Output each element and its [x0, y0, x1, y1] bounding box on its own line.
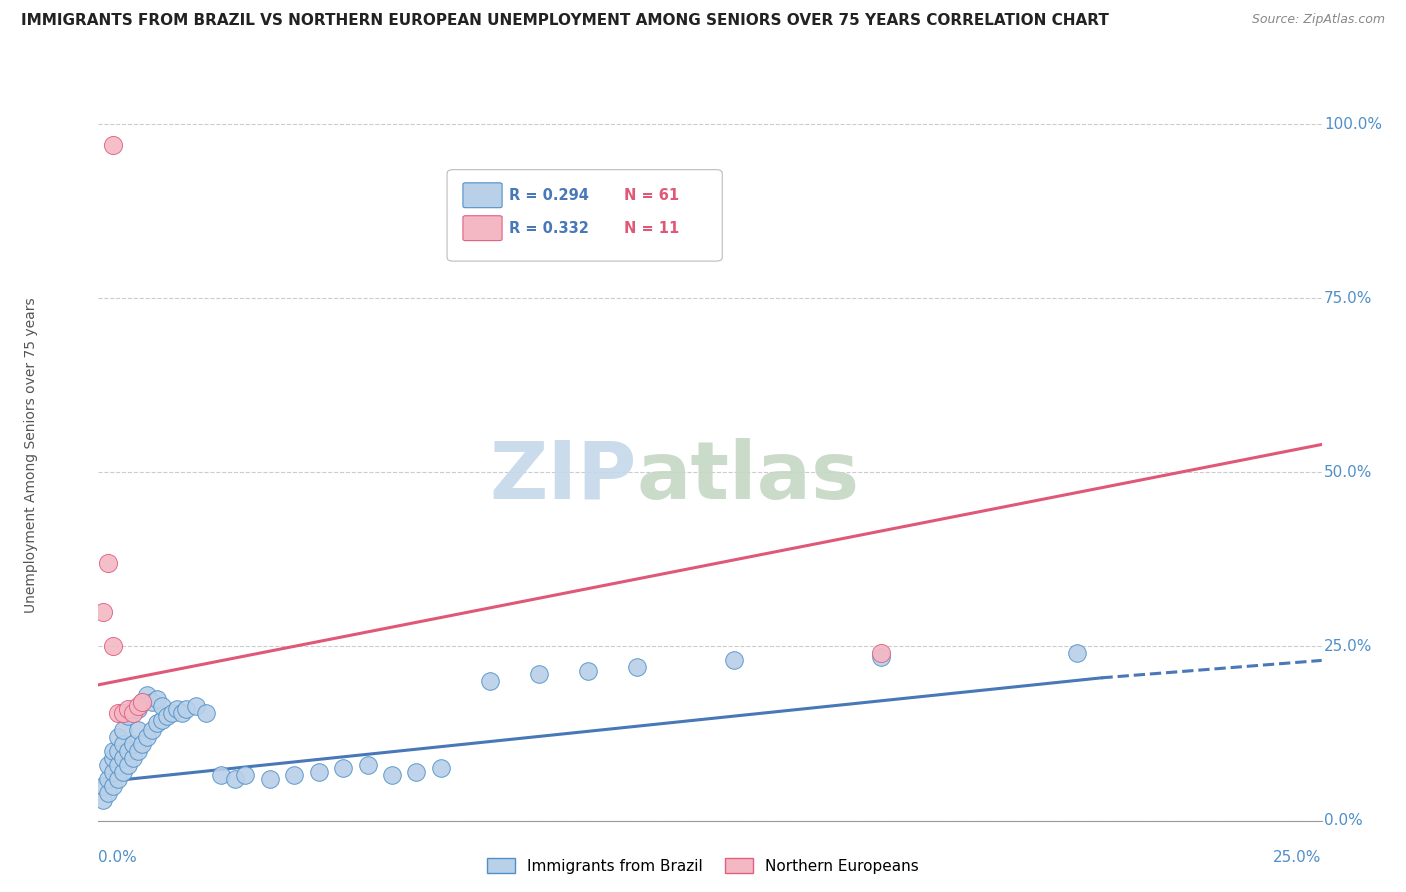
- Point: [97, 786, 120, 800]
- Point: [723, 653, 745, 667]
- Point: [308, 764, 330, 779]
- Point: [381, 768, 404, 782]
- Point: [97, 556, 120, 570]
- Point: [170, 706, 193, 720]
- FancyBboxPatch shape: [463, 183, 502, 208]
- Point: [127, 744, 149, 758]
- Point: [91, 793, 114, 807]
- Text: 25.0%: 25.0%: [1274, 850, 1322, 865]
- Text: 25.0%: 25.0%: [1324, 639, 1372, 654]
- Legend: Immigrants from Brazil, Northern Europeans: Immigrants from Brazil, Northern Europea…: [481, 852, 925, 880]
- Text: atlas: atlas: [637, 438, 859, 516]
- Point: [150, 698, 173, 713]
- Text: Unemployment Among Seniors over 75 years: Unemployment Among Seniors over 75 years: [24, 297, 38, 613]
- Point: [478, 674, 501, 689]
- Point: [146, 716, 169, 731]
- Text: Source: ZipAtlas.com: Source: ZipAtlas.com: [1251, 13, 1385, 27]
- Text: 0.0%: 0.0%: [1324, 814, 1362, 828]
- Point: [131, 737, 153, 751]
- Point: [356, 758, 378, 772]
- Point: [576, 664, 599, 678]
- Text: R = 0.332: R = 0.332: [509, 220, 589, 235]
- Point: [209, 768, 232, 782]
- Point: [127, 698, 149, 713]
- Point: [233, 768, 256, 782]
- Point: [150, 713, 173, 727]
- Point: [136, 688, 159, 702]
- Point: [870, 649, 893, 664]
- Point: [224, 772, 246, 786]
- Point: [91, 605, 114, 619]
- Text: 100.0%: 100.0%: [1324, 117, 1382, 131]
- Point: [97, 772, 120, 786]
- Point: [1066, 647, 1088, 661]
- Point: [131, 695, 153, 709]
- Point: [121, 737, 143, 751]
- Point: [146, 691, 169, 706]
- Point: [259, 772, 281, 786]
- Point: [117, 709, 139, 723]
- Point: [121, 706, 143, 720]
- Point: [870, 647, 893, 661]
- Point: [117, 702, 139, 716]
- Point: [156, 709, 179, 723]
- Point: [111, 764, 134, 779]
- Point: [101, 751, 124, 765]
- FancyBboxPatch shape: [463, 216, 502, 241]
- Point: [111, 706, 134, 720]
- Point: [101, 137, 124, 152]
- FancyBboxPatch shape: [447, 169, 723, 261]
- Point: [107, 758, 129, 772]
- Point: [127, 702, 149, 716]
- Point: [527, 667, 550, 681]
- Point: [332, 761, 354, 775]
- Point: [111, 751, 134, 765]
- Point: [136, 730, 159, 744]
- Point: [283, 768, 305, 782]
- Point: [101, 744, 124, 758]
- Text: R = 0.294: R = 0.294: [509, 187, 589, 202]
- Text: IMMIGRANTS FROM BRAZIL VS NORTHERN EUROPEAN UNEMPLOYMENT AMONG SENIORS OVER 75 Y: IMMIGRANTS FROM BRAZIL VS NORTHERN EUROP…: [21, 13, 1109, 29]
- Point: [121, 751, 143, 765]
- Point: [101, 764, 124, 779]
- Point: [141, 695, 163, 709]
- Point: [195, 706, 218, 720]
- Point: [111, 737, 134, 751]
- Point: [121, 702, 143, 716]
- Point: [131, 695, 153, 709]
- Point: [107, 772, 129, 786]
- Point: [127, 723, 149, 737]
- Point: [97, 758, 120, 772]
- Text: 50.0%: 50.0%: [1324, 465, 1372, 480]
- Point: [166, 702, 188, 716]
- Point: [117, 744, 139, 758]
- Text: ZIP: ZIP: [489, 438, 637, 516]
- Point: [176, 702, 198, 716]
- Point: [430, 761, 453, 775]
- Point: [117, 758, 139, 772]
- Text: N = 61: N = 61: [624, 187, 679, 202]
- Point: [405, 764, 427, 779]
- Point: [107, 744, 129, 758]
- Point: [111, 723, 134, 737]
- Point: [107, 706, 129, 720]
- Point: [107, 730, 129, 744]
- Text: 0.0%: 0.0%: [98, 850, 138, 865]
- Point: [626, 660, 648, 674]
- Point: [160, 706, 183, 720]
- Point: [186, 698, 208, 713]
- Point: [101, 640, 124, 654]
- Point: [101, 779, 124, 793]
- Point: [141, 723, 163, 737]
- Point: [91, 779, 114, 793]
- Text: N = 11: N = 11: [624, 220, 679, 235]
- Text: 75.0%: 75.0%: [1324, 291, 1372, 306]
